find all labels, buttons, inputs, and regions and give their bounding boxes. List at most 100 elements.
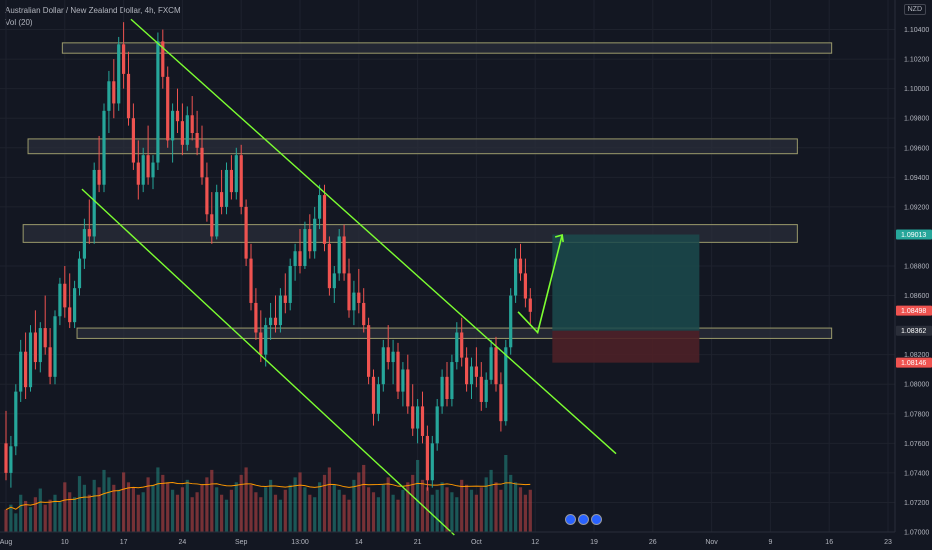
candle-body <box>136 162 140 185</box>
candle-body <box>298 251 302 266</box>
volume-bar <box>273 494 278 532</box>
volume-bar <box>322 474 327 532</box>
volume-bar <box>499 489 503 532</box>
volume-bar <box>185 479 189 532</box>
candle-body <box>484 379 488 402</box>
volume-bar <box>166 482 170 532</box>
volume-bar <box>97 487 101 532</box>
candle-body <box>430 443 434 481</box>
price-tick-label: 1.10200 <box>904 57 929 64</box>
time-tick-label: 19 <box>590 539 598 546</box>
price-axis[interactable]: 1.10400 1.10200 1.10000 1.09800 1.09600 1.094… <box>894 0 932 537</box>
price-tick-label: 1.10000 <box>904 86 929 93</box>
candle-body <box>332 273 336 289</box>
candle-body <box>161 41 165 77</box>
volume-bar <box>190 497 194 532</box>
candle-body <box>445 376 449 399</box>
candle-body <box>205 177 209 215</box>
volume-bar <box>259 497 263 532</box>
candle-body <box>171 110 175 141</box>
volume-bar <box>318 482 322 532</box>
symbol-title[interactable]: Australian Dollar / New Zealand Dollar, … <box>5 6 181 15</box>
candle-body <box>19 351 23 392</box>
volume-bar <box>386 477 390 532</box>
volume-bar <box>171 489 175 532</box>
candle-body <box>117 44 121 104</box>
candle-body <box>264 325 268 355</box>
event-marker-icon[interactable] <box>591 514 602 525</box>
volume-bar <box>381 484 385 532</box>
volume-bar <box>283 489 287 532</box>
candle-body <box>82 229 86 259</box>
time-tick-label: 14 <box>355 539 363 546</box>
time-tick-label: 21 <box>414 539 422 546</box>
candle-body <box>107 81 111 111</box>
price-label-box <box>896 229 932 240</box>
volume-indicator-label[interactable]: Vol (20) <box>5 18 33 27</box>
candle-body <box>362 302 366 326</box>
currency-label[interactable]: NZD <box>903 4 926 15</box>
candle-body <box>435 406 439 444</box>
candle-body <box>185 115 189 145</box>
volume-bar <box>131 487 135 532</box>
grid <box>0 0 895 533</box>
candle-body <box>313 218 317 252</box>
candle-body <box>420 406 425 436</box>
volume-bar <box>200 484 204 532</box>
volume-bar <box>68 492 72 532</box>
volume-bar <box>494 482 498 532</box>
volume-bar <box>416 459 420 532</box>
candle-body <box>342 236 346 274</box>
volume-bars <box>4 455 532 532</box>
volume-bar <box>504 455 508 532</box>
volume-bar <box>28 507 33 532</box>
volume-bar <box>73 497 77 532</box>
take-profit-area <box>552 234 700 331</box>
price-label-box <box>896 357 932 368</box>
volume-bar <box>362 464 366 532</box>
volume-bar <box>112 484 116 532</box>
candle-body <box>210 214 214 237</box>
volume-bar <box>474 494 478 532</box>
volume-bar <box>465 484 469 532</box>
candle-body <box>200 147 204 178</box>
long-position-tool[interactable] <box>552 234 700 363</box>
volume-bar <box>406 482 410 532</box>
price-tick-label: 1.08600 <box>904 293 929 300</box>
candle-body <box>318 195 322 219</box>
candle-body <box>97 169 101 185</box>
candle-body <box>406 369 410 407</box>
volume-bar <box>391 494 395 532</box>
volume-bar <box>411 474 415 532</box>
volume-bar <box>19 494 23 532</box>
event-marker-icon[interactable] <box>565 514 576 525</box>
volume-bar <box>14 513 18 532</box>
time-axis[interactable]: Aug 10 17 24 Sep 13:00 14 21 Oct 12 19 26 Nov 9 16 23 <box>0 531 895 546</box>
candle-body <box>131 118 135 163</box>
candle-body <box>33 332 37 363</box>
trend-lines[interactable] <box>81 18 617 536</box>
candle-body <box>489 347 493 380</box>
volume-bar <box>63 482 67 532</box>
event-marker-icon[interactable] <box>578 514 589 525</box>
volume-bar <box>43 504 47 532</box>
candle-body <box>53 316 57 377</box>
candle-body <box>514 258 518 296</box>
candle-body <box>92 169 96 237</box>
time-tick-label: 17 <box>120 539 128 546</box>
volume-bar <box>58 502 62 532</box>
price-label-text: 1.08362 <box>901 328 926 335</box>
candle-body <box>14 391 18 447</box>
volume-bar <box>38 488 42 532</box>
support-resistance-zones[interactable] <box>22 42 833 339</box>
candle-body <box>337 236 341 274</box>
volume-bar <box>455 497 459 532</box>
candle-body <box>494 347 498 385</box>
volume-bar <box>33 497 37 532</box>
volume-bar <box>229 489 233 532</box>
price-label-text: 1.08498 <box>901 308 926 315</box>
volume-bar <box>175 494 180 532</box>
candle-body <box>166 76 170 141</box>
candle-body <box>273 317 278 326</box>
